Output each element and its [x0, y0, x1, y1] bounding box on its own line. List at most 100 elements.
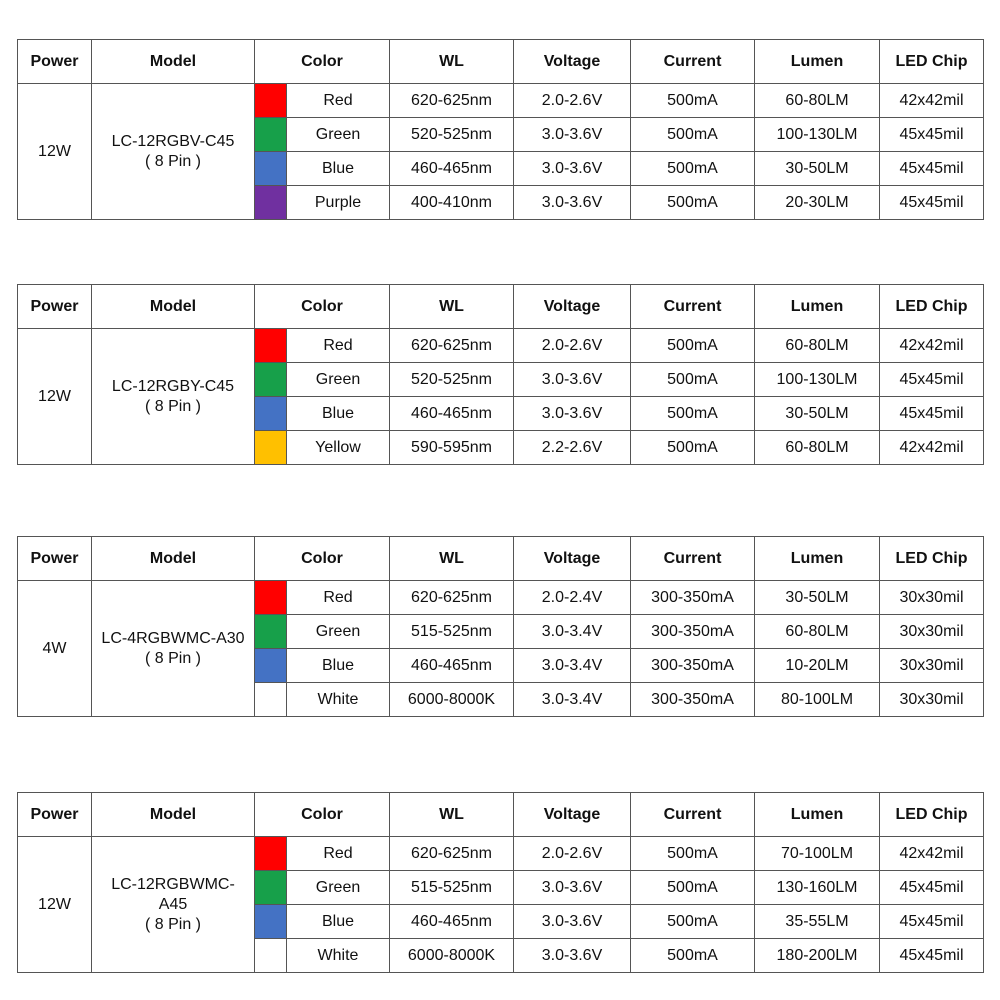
- model-cell: LC-4RGBWMC-A30 ( 8 Pin ): [91, 580, 255, 717]
- voltage-cell: 2.0-2.6V: [513, 836, 631, 871]
- wavelength-cell: 590-595nm: [389, 430, 514, 465]
- color-name-cell: Red: [286, 328, 390, 363]
- spec-table: Power Model Color WL Voltage Current Lumen LED …: [17, 39, 984, 220]
- current-cell: 500mA: [630, 328, 755, 363]
- current-cell: 500mA: [630, 430, 755, 465]
- current-cell: 500mA: [630, 362, 755, 397]
- model-cell: LC-12RGBWMC- A45 ( 8 Pin ): [91, 836, 255, 973]
- color-swatch-cell: [254, 151, 287, 186]
- current-cell: 500mA: [630, 904, 755, 939]
- header-model: Model: [91, 536, 255, 581]
- color-swatch-cell: [254, 938, 287, 973]
- led-chip-cell: 45x45mil: [879, 185, 984, 220]
- color-name-cell: Blue: [286, 396, 390, 431]
- voltage-cell: 2.0-2.6V: [513, 328, 631, 363]
- color-swatch: [255, 683, 286, 716]
- voltage-cell: 3.0-3.6V: [513, 396, 631, 431]
- wavelength-cell: 460-465nm: [389, 151, 514, 186]
- voltage-cell: 2.2-2.6V: [513, 430, 631, 465]
- header-power: Power: [17, 284, 92, 329]
- color-swatch-cell: [254, 328, 287, 363]
- color-name-cell: White: [286, 938, 390, 973]
- current-cell: 500mA: [630, 117, 755, 152]
- color-swatch: [255, 397, 286, 430]
- spec-table: Power Model Color WL Voltage Current Lumen LED …: [17, 284, 984, 465]
- table-row: Blue 460-465nm 3.0-3.6V 500mA 30-50LM 45x45mi…: [18, 151, 984, 186]
- header-current: Current: [630, 39, 755, 84]
- table-row: Blue 460-465nm 3.0-3.4V 300-350mA 10-20LM 30x…: [18, 648, 984, 683]
- header-voltage: Voltage: [513, 536, 631, 581]
- power-cell: 4W: [17, 580, 92, 717]
- wavelength-cell: 620-625nm: [389, 83, 514, 118]
- color-name-cell: Red: [286, 83, 390, 118]
- header-lumen: Lumen: [754, 536, 880, 581]
- header-chip: LED Chip: [879, 792, 984, 837]
- lumen-cell: 80-100LM: [754, 682, 880, 717]
- header-lumen: Lumen: [754, 792, 880, 837]
- header-lumen: Lumen: [754, 284, 880, 329]
- header-voltage: Voltage: [513, 792, 631, 837]
- color-swatch: [255, 84, 286, 117]
- current-cell: 500mA: [630, 938, 755, 973]
- current-cell: 500mA: [630, 836, 755, 871]
- color-name-cell: Purple: [286, 185, 390, 220]
- spec-table: Power Model Color WL Voltage Current Lumen LED …: [17, 536, 984, 717]
- color-swatch-cell: [254, 185, 287, 220]
- lumen-cell: 60-80LM: [754, 328, 880, 363]
- color-swatch-cell: [254, 870, 287, 905]
- table-row: White 6000-8000K 3.0-3.4V 300-350mA 80-100LM…: [18, 682, 984, 717]
- voltage-cell: 3.0-3.6V: [513, 938, 631, 973]
- led-chip-cell: 45x45mil: [879, 938, 984, 973]
- color-swatch: [255, 152, 286, 185]
- color-swatch-cell: [254, 430, 287, 465]
- lumen-cell: 35-55LM: [754, 904, 880, 939]
- header-lumen: Lumen: [754, 39, 880, 84]
- color-name-cell: Red: [286, 580, 390, 615]
- lumen-cell: 20-30LM: [754, 185, 880, 220]
- table-row: Blue 460-465nm 3.0-3.6V 500mA 30-50LM 45x45mi…: [18, 396, 984, 431]
- color-name-cell: White: [286, 682, 390, 717]
- lumen-cell: 30-50LM: [754, 151, 880, 186]
- header-wl: WL: [389, 536, 514, 581]
- color-swatch: [255, 581, 286, 614]
- voltage-cell: 3.0-3.6V: [513, 151, 631, 186]
- voltage-cell: 2.0-2.4V: [513, 580, 631, 615]
- header-wl: WL: [389, 792, 514, 837]
- table-row: Green 515-525nm 3.0-3.6V 500mA 130-160LM 45x4…: [18, 870, 984, 905]
- wavelength-cell: 620-625nm: [389, 836, 514, 871]
- color-swatch: [255, 939, 286, 972]
- header-wl: WL: [389, 284, 514, 329]
- wavelength-cell: 6000-8000K: [389, 682, 514, 717]
- power-cell: 12W: [17, 83, 92, 220]
- led-chip-cell: 42x42mil: [879, 430, 984, 465]
- color-name-cell: Green: [286, 362, 390, 397]
- header-chip: LED Chip: [879, 284, 984, 329]
- color-swatch: [255, 329, 286, 362]
- color-swatch: [255, 649, 286, 682]
- color-name-cell: Green: [286, 870, 390, 905]
- current-cell: 300-350mA: [630, 614, 755, 649]
- current-cell: 300-350mA: [630, 648, 755, 683]
- lumen-cell: 180-200LM: [754, 938, 880, 973]
- table-header-row: Power Model Color WL Voltage Current Lumen LED …: [17, 284, 984, 329]
- color-swatch: [255, 363, 286, 396]
- lumen-cell: 100-130LM: [754, 362, 880, 397]
- header-color: Color: [254, 284, 390, 329]
- voltage-cell: 3.0-3.4V: [513, 682, 631, 717]
- table-row: Blue 460-465nm 3.0-3.6V 500mA 35-55LM 45x45mi…: [18, 904, 984, 939]
- current-cell: 300-350mA: [630, 682, 755, 717]
- color-name-cell: Blue: [286, 151, 390, 186]
- power-cell: 12W: [17, 328, 92, 465]
- color-swatch-cell: [254, 396, 287, 431]
- header-chip: LED Chip: [879, 536, 984, 581]
- table-row: 12W LC-12RGBV-C45 ( 8 Pin ) Red 620-625nm 2.0…: [17, 83, 984, 220]
- current-cell: 500mA: [630, 83, 755, 118]
- table-header-row: Power Model Color WL Voltage Current Lumen LED …: [17, 39, 984, 84]
- led-chip-cell: 45x45mil: [879, 362, 984, 397]
- color-name-cell: Blue: [286, 648, 390, 683]
- color-swatch: [255, 871, 286, 904]
- lumen-cell: 130-160LM: [754, 870, 880, 905]
- header-model: Model: [91, 39, 255, 84]
- wavelength-cell: 520-525nm: [389, 117, 514, 152]
- voltage-cell: 3.0-3.4V: [513, 614, 631, 649]
